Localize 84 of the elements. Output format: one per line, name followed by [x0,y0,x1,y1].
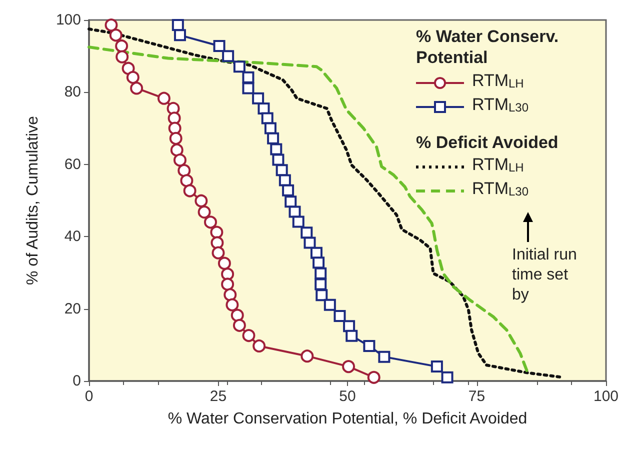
point [157,92,170,105]
annotation: Initial run time set by [512,246,582,304]
point [367,370,380,384]
point [169,132,182,145]
point [218,256,231,270]
point [130,82,144,95]
point [204,216,217,229]
point [194,194,208,208]
y-tick-label: 20 [64,300,81,318]
point [284,196,297,208]
point [316,289,328,302]
point [222,50,234,62]
point [104,18,118,32]
point [126,70,140,84]
legend-label: RTML30 [472,95,529,114]
point [180,174,194,188]
x-tick-label: 25 [210,388,227,405]
point [109,28,122,42]
annotation: % Water Conserv. Potential [416,27,564,67]
point [278,174,291,186]
point [221,268,234,281]
point [226,298,239,312]
point [300,226,313,239]
point [224,288,237,302]
point [276,164,288,176]
annotation: % Deficit Avoided [416,133,558,152]
point [312,256,325,269]
point [252,339,266,352]
x-tick-label: 0 [84,388,94,405]
point [174,29,186,42]
point [122,62,135,75]
point [242,71,254,84]
point [168,112,181,125]
x-tick-label: 50 [339,388,356,405]
point [178,164,191,178]
point [170,143,184,156]
point [300,350,314,363]
y-tick-label: 0 [72,372,81,390]
point [304,236,316,249]
point [261,112,274,124]
point [334,310,346,322]
y-tick-label: 60 [64,156,81,173]
point [288,206,301,218]
point [116,50,129,64]
point [213,40,226,52]
point [210,236,224,250]
point [210,226,224,239]
point [198,206,211,219]
point [342,360,356,374]
point [282,184,294,196]
point [324,298,336,311]
point [441,371,454,384]
point [232,318,246,332]
point [115,39,128,52]
legend-label: RTML30 [472,179,529,198]
legend-label: RTMLH [472,71,524,90]
point [221,278,234,291]
point [233,60,246,73]
point [230,308,244,322]
point [212,246,225,260]
point [314,267,327,280]
y-axis-title: % of Audits, Cumulative [24,116,42,285]
point [314,278,327,290]
point [430,360,443,373]
point [242,329,256,342]
legend-label: RTMLH [472,155,524,174]
x-axis-title: % Water Conservation Potential, % Deficit Avoided [168,410,528,428]
point [270,143,282,156]
point [378,350,390,363]
y-tick-label: 80 [64,84,81,101]
point [363,340,376,352]
y-tick-label: 40 [64,228,81,246]
point [168,122,182,135]
point [272,154,284,166]
point [174,154,186,167]
point [267,132,280,144]
point [242,82,254,94]
point [292,216,304,228]
y-tick-label: 100 [56,12,81,28]
x-tick-label: 75 [468,388,486,405]
point [252,92,264,104]
x-tick-label: 100 [593,388,619,405]
point [346,330,358,342]
point [183,184,196,198]
